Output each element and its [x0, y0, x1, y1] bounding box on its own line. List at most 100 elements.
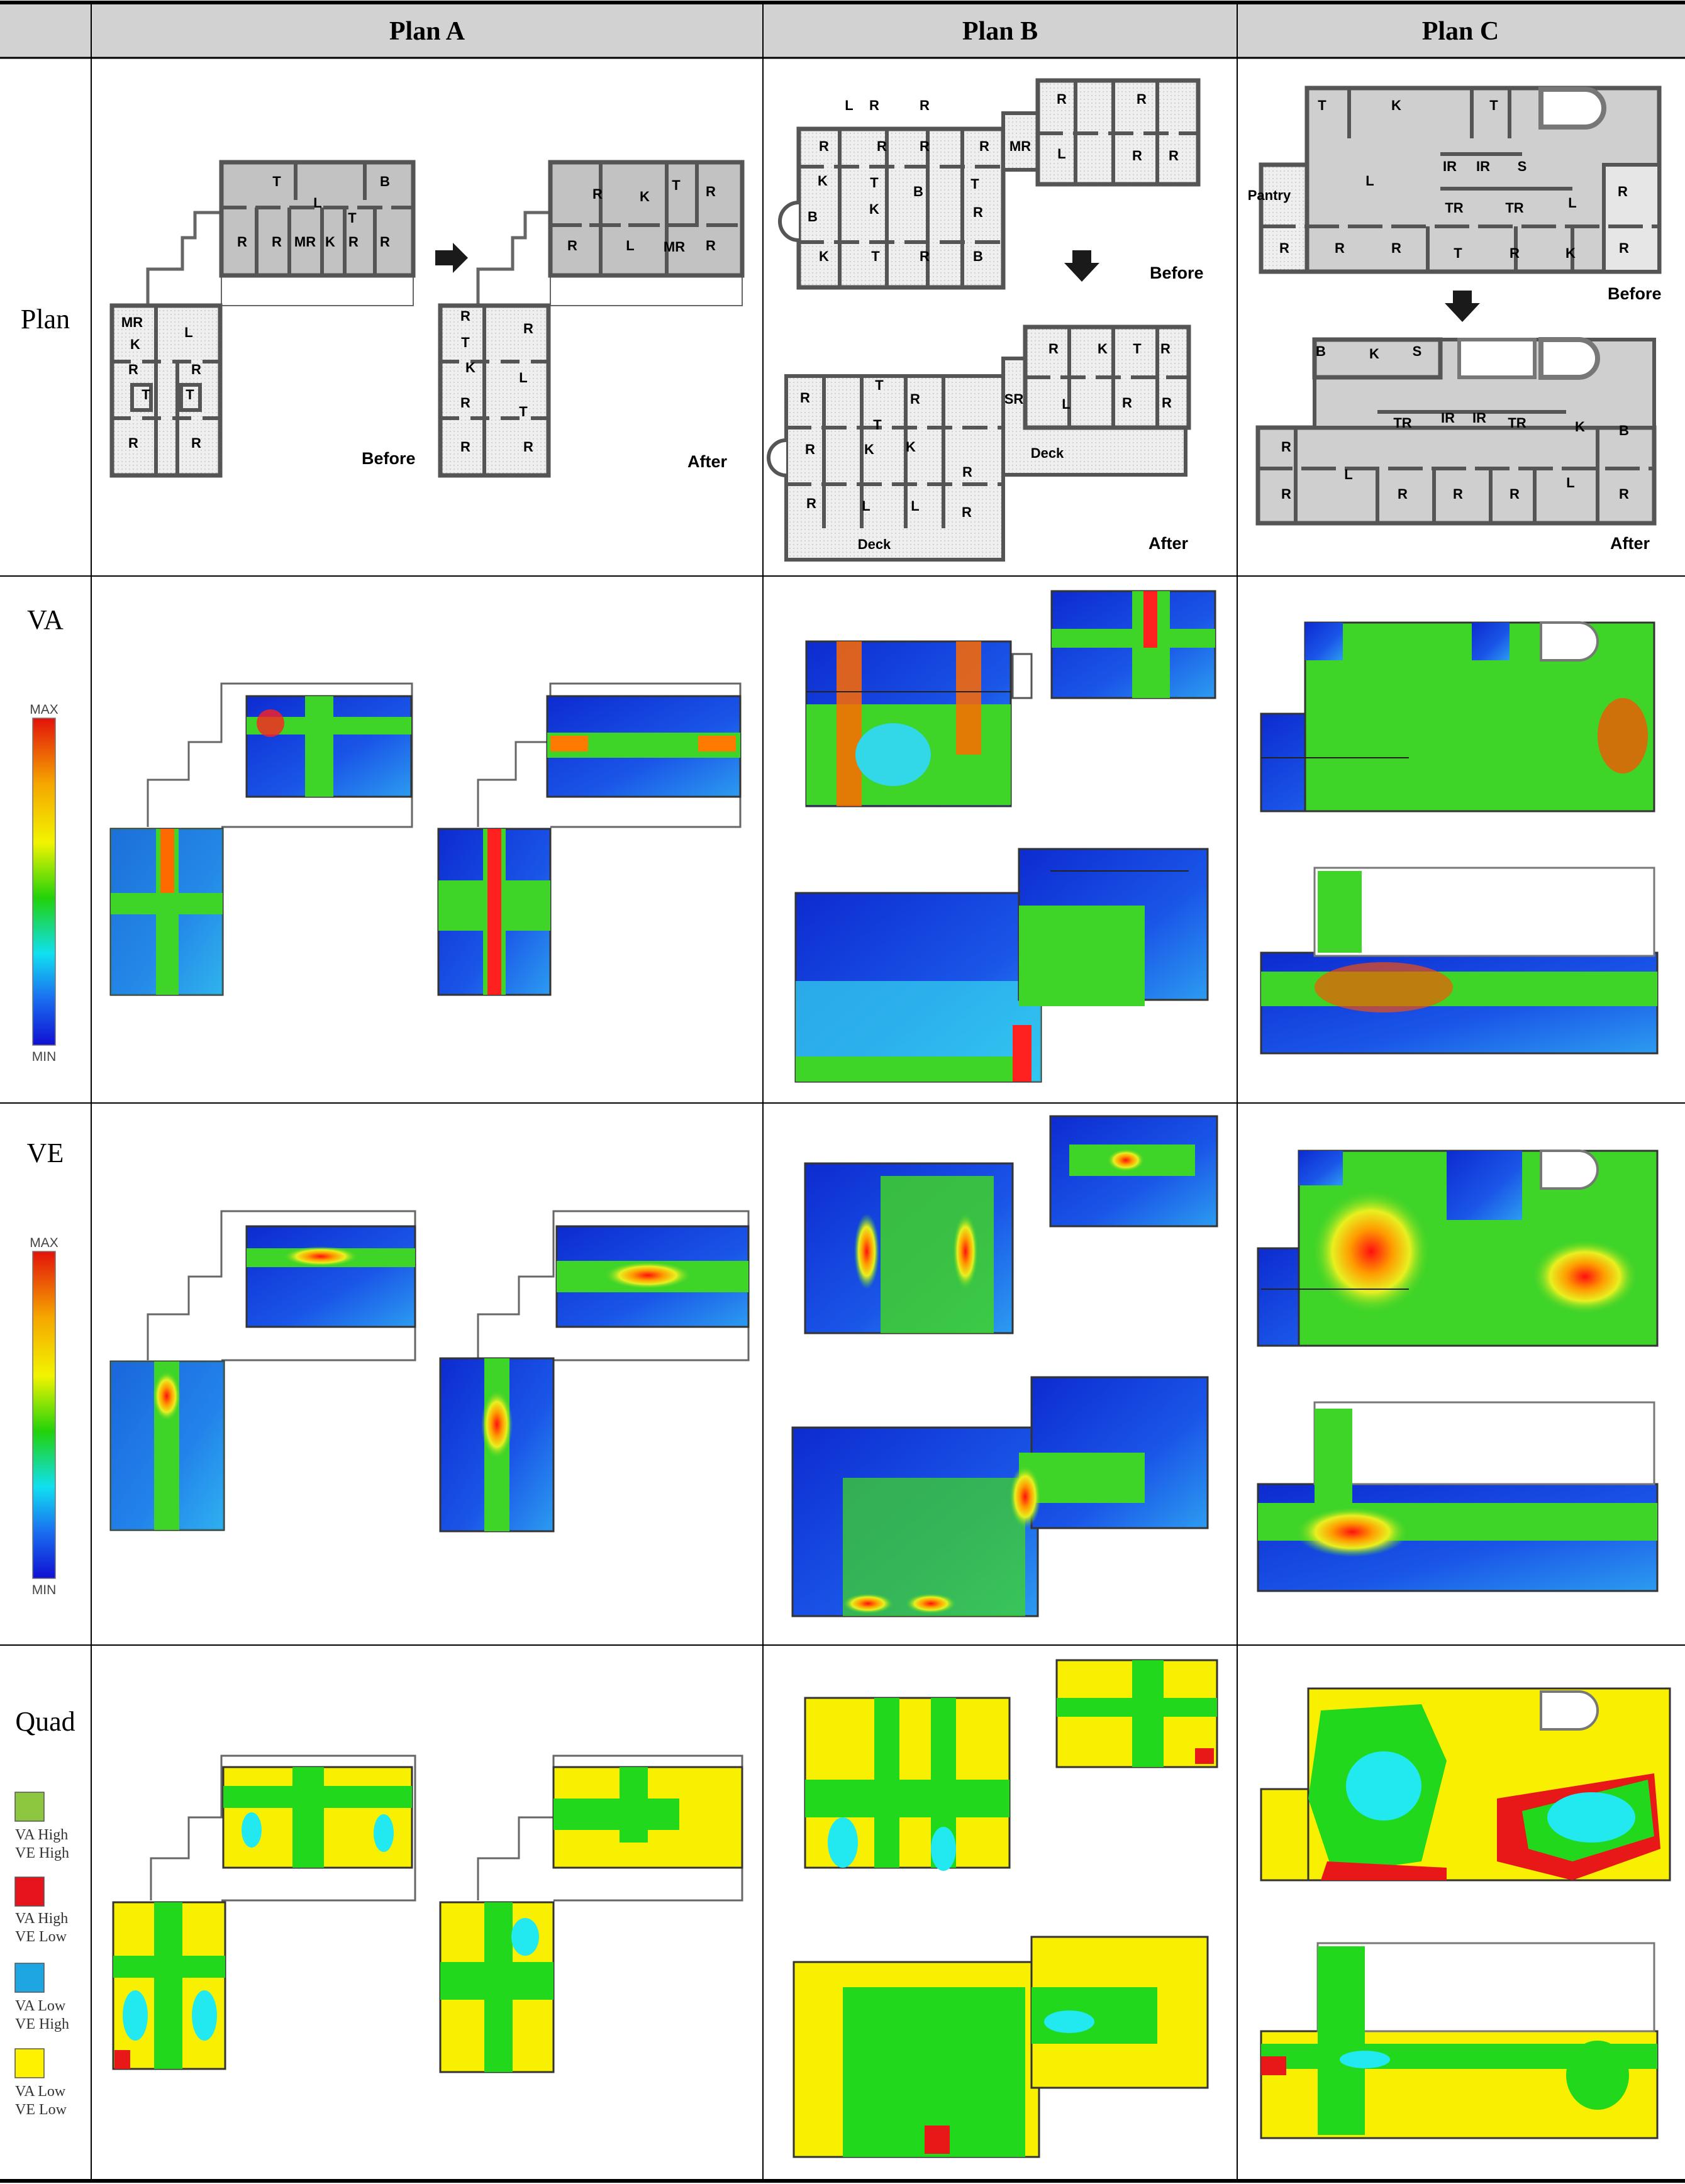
- room-label-a-after-3: K: [465, 360, 475, 375]
- room-label-c-after-14: L: [1566, 475, 1574, 491]
- room-label-b-before-19: R: [920, 248, 930, 264]
- room-label-b-before-8: T: [970, 176, 979, 192]
- room-label-c-before-8: TR: [1445, 200, 1463, 216]
- room-label-a-before-16: K: [325, 234, 335, 250]
- va-scale-min-label: MIN: [32, 1050, 57, 1064]
- room-label-c-after-5: IR: [1472, 410, 1486, 426]
- room-label-b-after-4: R: [805, 441, 815, 457]
- room-label-b-after-2: R: [910, 391, 920, 407]
- room-label-a-after-16: R: [706, 238, 716, 253]
- plan-b-after-floorplan: After: [767, 324, 1191, 562]
- col-header-plan-c: Plan C: [1422, 17, 1499, 46]
- room-label-b-before-10: K: [869, 201, 879, 217]
- room-label-a-before-11: L: [313, 195, 321, 211]
- room-label-c-before-9: TR: [1505, 200, 1523, 216]
- row-header-quad: Quad: [15, 1706, 75, 1737]
- plan-b-arrow-icon: [1064, 250, 1099, 282]
- room-label-c-before-11: R: [1618, 184, 1628, 199]
- room-label-c-after-11: R: [1398, 486, 1408, 502]
- room-label-b-before-16: R: [1137, 91, 1147, 107]
- plan-c-after-caption: After: [1610, 534, 1650, 553]
- room-label-b-before-9: K: [818, 173, 828, 189]
- room-label-b-after-14: K: [1098, 341, 1108, 357]
- room-label-c-after-13: R: [1510, 486, 1520, 502]
- room-label-c-before-18: R: [1619, 240, 1629, 256]
- room-label-c-before-17: K: [1565, 245, 1576, 261]
- ve-map-plan-a-after: [439, 1210, 750, 1533]
- room-label-a-before-4: R: [191, 362, 201, 377]
- room-label-b-after-6: K: [906, 439, 916, 455]
- room-label-b-before-7: B: [913, 184, 923, 199]
- va-map-plan-a-after: [437, 682, 742, 996]
- room-label-c-before-14: R: [1391, 240, 1401, 256]
- room-label-b-before-18: T: [871, 248, 880, 264]
- room-label-a-after-4: L: [519, 370, 527, 385]
- room-label-c-after-12: R: [1453, 486, 1463, 502]
- room-label-c-before-6: IR: [1476, 158, 1490, 174]
- quad-map-plan-c: [1260, 1687, 1671, 2139]
- room-label-c-before-0: T: [1318, 97, 1326, 113]
- legend-swatch-va-low-ve-low: [14, 2048, 45, 2078]
- plan-c-arrow-icon: [1445, 291, 1480, 322]
- room-label-c-before-3: Pantry: [1248, 187, 1291, 203]
- room-label-b-after-18: R: [1122, 395, 1132, 411]
- room-label-c-before-2: T: [1489, 97, 1498, 113]
- room-label-a-before-12: T: [348, 210, 357, 226]
- room-label-c-before-12: R: [1279, 240, 1289, 256]
- room-label-b-before-3: R: [979, 138, 989, 154]
- room-label-a-after-0: R: [460, 308, 470, 324]
- room-label-c-after-4: IR: [1441, 410, 1455, 426]
- va-map-plan-a-before: [109, 682, 413, 996]
- quad-map-plan-a-before: [112, 1754, 416, 2070]
- room-label-a-before-6: T: [186, 387, 194, 402]
- row-header-va: VA: [27, 604, 64, 635]
- room-label-b-after-10: R: [806, 496, 816, 511]
- room-label-b-before-2: R: [920, 138, 930, 154]
- ve-map-plan-b: [791, 1115, 1218, 1617]
- room-label-c-before-15: T: [1454, 245, 1462, 261]
- room-label-a-after-1: R: [523, 321, 533, 336]
- room-label-c-after-9: R: [1281, 439, 1291, 455]
- room-label-c-before-13: R: [1335, 240, 1345, 256]
- room-label-b-before-21: L: [845, 97, 853, 113]
- plan-a-after-floorplan: After: [438, 160, 745, 478]
- legend-label-1b: VE High: [15, 1845, 69, 1861]
- legend-label-4a: VA Low: [15, 2083, 66, 2100]
- room-label-a-before-18: R: [380, 234, 390, 250]
- plan-b-before-floorplan: Before: [778, 78, 1204, 290]
- legend-label-3a: VA Low: [15, 1998, 66, 2014]
- plan-b-before-caption: Before: [1150, 263, 1204, 282]
- room-label-a-after-10: K: [640, 189, 650, 204]
- room-label-b-after-17: L: [1062, 396, 1070, 412]
- plan-c-before-floorplan: Before: [1259, 86, 1662, 322]
- room-label-c-after-1: K: [1369, 346, 1379, 362]
- room-label-b-after-12: SR: [1004, 391, 1024, 407]
- room-label-a-after-8: R: [523, 439, 533, 455]
- plan-c-after-floorplan: After: [1255, 337, 1657, 553]
- room-label-b-after-19: R: [1162, 395, 1172, 411]
- plan-a-before-caption: Before: [362, 449, 416, 468]
- room-label-c-before-1: K: [1391, 97, 1401, 113]
- room-label-b-before-22: R: [869, 97, 879, 113]
- col-header-plan-b: Plan B: [962, 17, 1038, 46]
- room-label-c-after-8: B: [1619, 423, 1629, 438]
- room-label-b-before-15: R: [1169, 148, 1179, 164]
- ve-map-plan-c: [1257, 1150, 1659, 1592]
- room-label-a-before-14: R: [272, 234, 282, 250]
- col-header-plan-a: Plan A: [389, 17, 465, 46]
- legend-swatch-va-high-ve-low: [14, 1876, 45, 1907]
- room-label-a-before-0: MR: [121, 314, 143, 330]
- room-label-b-before-13: L: [1057, 146, 1065, 162]
- room-label-a-after-9: R: [592, 186, 603, 202]
- room-label-b-before-23: R: [920, 97, 930, 113]
- room-label-b-after-3: T: [873, 417, 882, 433]
- room-label-c-before-10: L: [1568, 195, 1576, 211]
- room-label-c-before-4: L: [1365, 173, 1374, 189]
- va-color-scale: MAX MIN: [30, 702, 58, 1064]
- room-label-a-before-15: MR: [294, 234, 316, 250]
- room-label-b-before-0: R: [819, 138, 829, 154]
- room-label-a-before-8: R: [191, 435, 201, 451]
- plan-a-after-caption: After: [687, 452, 727, 471]
- room-label-a-before-17: R: [348, 234, 359, 250]
